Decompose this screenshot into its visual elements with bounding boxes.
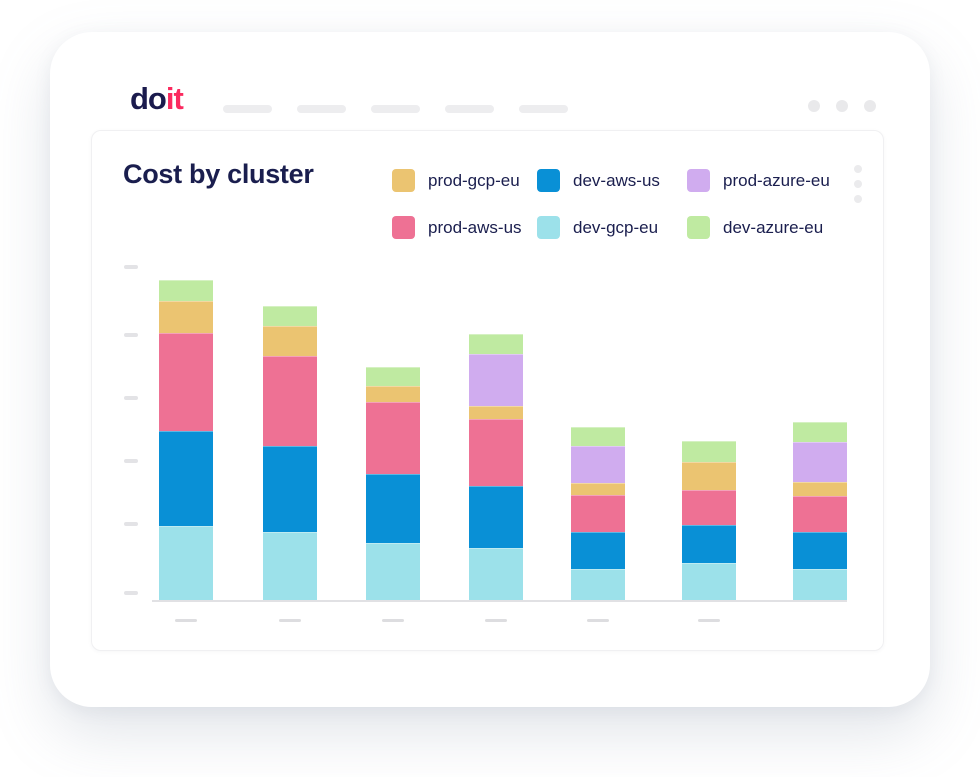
bar-segment-dev-azure-eu[interactable] xyxy=(793,422,847,442)
legend-item-dev-aws-us[interactable]: dev-aws-us xyxy=(537,169,660,192)
app-window: doit Cost by cluster prod-gcp-eu dev-aws… xyxy=(50,32,930,707)
bar-segment-dev-gcp-eu[interactable] xyxy=(682,563,736,600)
bar-group[interactable] xyxy=(469,334,523,600)
legend-swatch-icon xyxy=(687,216,710,239)
x-axis-line xyxy=(152,600,847,602)
nav-placeholder-item[interactable] xyxy=(371,105,420,113)
y-axis-tick xyxy=(124,333,138,337)
bar-segment-dev-azure-eu[interactable] xyxy=(469,334,523,354)
bar-segment-prod-aws-us[interactable] xyxy=(366,402,420,474)
x-axis-label-placeholder xyxy=(698,619,720,622)
nav-placeholder-bar xyxy=(223,105,568,113)
y-axis-tick xyxy=(124,396,138,400)
bar-segment-dev-aws-us[interactable] xyxy=(793,532,847,569)
plot-area xyxy=(92,131,883,650)
bar-group[interactable] xyxy=(159,280,213,600)
bar-segment-prod-aws-us[interactable] xyxy=(263,356,317,446)
legend-item-dev-gcp-eu[interactable]: dev-gcp-eu xyxy=(537,216,658,239)
bar-segment-dev-aws-us[interactable] xyxy=(263,446,317,532)
doit-logo[interactable]: doit xyxy=(130,81,184,116)
chart-title: Cost by cluster xyxy=(123,159,314,189)
bar-group[interactable] xyxy=(366,367,420,600)
bar-segment-dev-aws-us[interactable] xyxy=(159,431,213,526)
x-axis-label-placeholder xyxy=(279,619,301,622)
logo-text-do: do xyxy=(130,81,167,116)
kebab-icon xyxy=(854,195,862,203)
bar-segment-dev-azure-eu[interactable] xyxy=(263,306,317,326)
x-axis-label-placeholder xyxy=(175,619,197,622)
bar-segment-dev-aws-us[interactable] xyxy=(571,532,625,569)
legend-item-dev-azure-eu[interactable]: dev-azure-eu xyxy=(687,216,823,239)
bar-segment-prod-gcp-eu[interactable] xyxy=(159,301,213,333)
legend-item-prod-aws-us[interactable]: prod-aws-us xyxy=(392,216,522,239)
bar-segment-prod-aws-us[interactable] xyxy=(159,333,213,431)
bar-segment-dev-gcp-eu[interactable] xyxy=(159,526,213,600)
logo-text-it: it xyxy=(165,81,184,116)
y-axis-tick xyxy=(124,265,138,269)
bar-segment-prod-azure-eu[interactable] xyxy=(469,354,523,406)
x-axis-label-placeholder xyxy=(587,619,609,622)
legend-swatch-icon xyxy=(687,169,710,192)
bar-group[interactable] xyxy=(571,427,625,600)
nav-placeholder-item[interactable] xyxy=(223,105,272,113)
bar-segment-prod-aws-us[interactable] xyxy=(469,419,523,486)
bar-segment-prod-azure-eu[interactable] xyxy=(793,442,847,482)
bar-segment-dev-aws-us[interactable] xyxy=(682,525,736,563)
bar-segment-dev-gcp-eu[interactable] xyxy=(571,569,625,600)
legend-label: dev-azure-eu xyxy=(723,217,824,237)
chart-menu-button[interactable] xyxy=(848,163,868,205)
legend-swatch-icon xyxy=(392,169,415,192)
bar-segment-dev-azure-eu[interactable] xyxy=(366,367,420,386)
x-axis-label-placeholder xyxy=(382,619,404,622)
window-dot-icon xyxy=(808,100,820,112)
legend-label: dev-aws-us xyxy=(573,170,660,190)
legend-label: prod-aws-us xyxy=(428,217,522,237)
legend-item-prod-azure-eu[interactable]: prod-azure-eu xyxy=(687,169,830,192)
bar-segment-dev-azure-eu[interactable] xyxy=(159,280,213,301)
bar-segment-prod-gcp-eu[interactable] xyxy=(469,406,523,419)
bar-segment-dev-gcp-eu[interactable] xyxy=(366,543,420,600)
kebab-icon xyxy=(854,180,862,188)
nav-placeholder-item[interactable] xyxy=(445,105,494,113)
legend-label: dev-gcp-eu xyxy=(573,217,659,237)
bar-segment-prod-gcp-eu[interactable] xyxy=(682,462,736,490)
bar-segment-dev-gcp-eu[interactable] xyxy=(263,532,317,600)
bar-segment-dev-azure-eu[interactable] xyxy=(571,427,625,446)
bar-group[interactable] xyxy=(682,441,736,600)
bar-segment-prod-aws-us[interactable] xyxy=(571,495,625,532)
y-axis-tick xyxy=(124,522,138,526)
bar-segment-dev-gcp-eu[interactable] xyxy=(469,548,523,600)
x-axis-label-placeholder xyxy=(485,619,507,622)
legend-item-prod-gcp-eu[interactable]: prod-gcp-eu xyxy=(392,169,520,192)
bar-segment-prod-gcp-eu[interactable] xyxy=(793,482,847,496)
chart-card: Cost by cluster prod-gcp-eu dev-aws-us p… xyxy=(91,130,884,651)
window-dot-icon xyxy=(864,100,876,112)
legend-label: prod-gcp-eu xyxy=(428,170,520,190)
bar-segment-prod-aws-us[interactable] xyxy=(682,490,736,525)
bar-segment-dev-gcp-eu[interactable] xyxy=(793,569,847,600)
bar-segment-prod-azure-eu[interactable] xyxy=(571,446,625,483)
legend-swatch-icon xyxy=(392,216,415,239)
window-dot-icon xyxy=(836,100,848,112)
bar-group[interactable] xyxy=(263,306,317,600)
y-axis-tick xyxy=(124,591,138,595)
bar-segment-dev-aws-us[interactable] xyxy=(469,486,523,548)
legend-label: prod-azure-eu xyxy=(723,170,830,190)
bar-segment-prod-gcp-eu[interactable] xyxy=(263,326,317,356)
kebab-icon xyxy=(854,165,862,173)
bar-segment-prod-gcp-eu[interactable] xyxy=(366,386,420,402)
nav-placeholder-item[interactable] xyxy=(519,105,568,113)
bar-segment-prod-gcp-eu[interactable] xyxy=(571,483,625,495)
y-axis-tick xyxy=(124,459,138,463)
legend-swatch-icon xyxy=(537,169,560,192)
window-dots-icon xyxy=(808,100,876,112)
bar-segment-prod-aws-us[interactable] xyxy=(793,496,847,532)
bar-segment-dev-aws-us[interactable] xyxy=(366,474,420,543)
legend-swatch-icon xyxy=(537,216,560,239)
bar-segment-dev-azure-eu[interactable] xyxy=(682,441,736,462)
nav-placeholder-item[interactable] xyxy=(297,105,346,113)
bar-group[interactable] xyxy=(793,422,847,600)
